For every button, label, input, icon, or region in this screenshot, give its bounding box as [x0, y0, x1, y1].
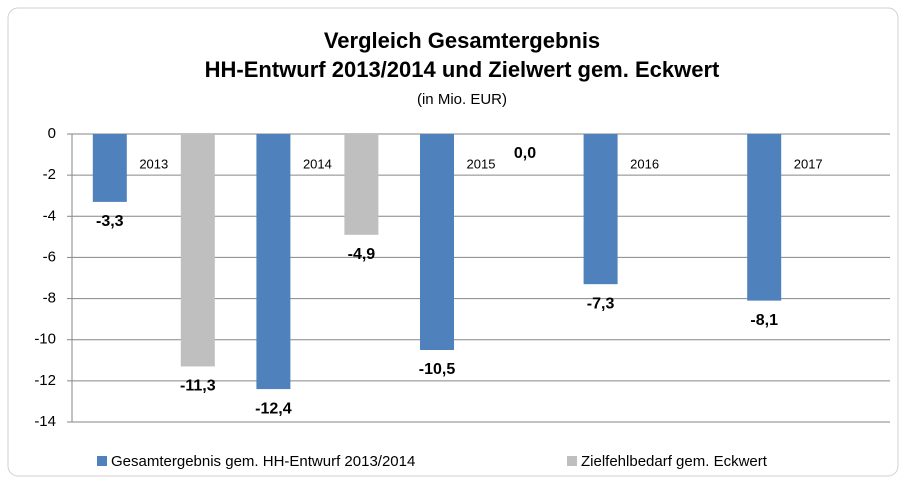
- bar: [344, 134, 379, 235]
- bar: [420, 134, 454, 350]
- bar: [256, 134, 291, 390]
- data-label: -7,3: [587, 295, 615, 312]
- bar: [180, 134, 215, 367]
- y-tick-label: 0: [48, 125, 56, 142]
- data-label: -8,1: [750, 312, 778, 329]
- y-tick-label: -4: [43, 207, 56, 224]
- data-label: -3,3: [96, 213, 124, 230]
- unit-note: (in Mio. EUR): [417, 91, 507, 108]
- bar: [747, 134, 782, 301]
- data-label: -4,9: [348, 246, 376, 263]
- data-label: -11,3: [180, 378, 216, 395]
- bar: [583, 134, 618, 285]
- y-tick-label: -8: [43, 290, 56, 307]
- legend-swatch: [567, 456, 577, 466]
- chart-title: Vergleich Gesamtergebnis: [324, 28, 600, 53]
- data-label: -12,4: [255, 400, 292, 417]
- y-tick-label: -14: [34, 413, 56, 430]
- x-tick-label: 2013: [139, 156, 168, 171]
- chart-subtitle: HH-Entwurf 2013/2014 und Zielwert gem. E…: [205, 57, 720, 82]
- data-label: -10,5: [419, 361, 456, 378]
- x-tick-label: 2016: [630, 156, 659, 171]
- y-tick-label: -6: [43, 248, 56, 265]
- x-tick-label: 2014: [303, 156, 332, 171]
- legend-swatch: [97, 456, 107, 466]
- x-tick-label: 2017: [794, 156, 823, 171]
- legend-label: Gesamtergebnis gem. HH-Entwurf 2013/2014: [111, 453, 415, 470]
- legend-label: Zielfehlbedarf gem. Eckwert: [581, 453, 768, 470]
- y-tick-label: -10: [34, 331, 56, 348]
- y-tick-label: -2: [43, 166, 56, 183]
- data-label: 0,0: [514, 145, 536, 162]
- x-tick-label: 2015: [467, 156, 496, 171]
- y-tick-label: -12: [34, 372, 56, 389]
- bar: [92, 134, 127, 202]
